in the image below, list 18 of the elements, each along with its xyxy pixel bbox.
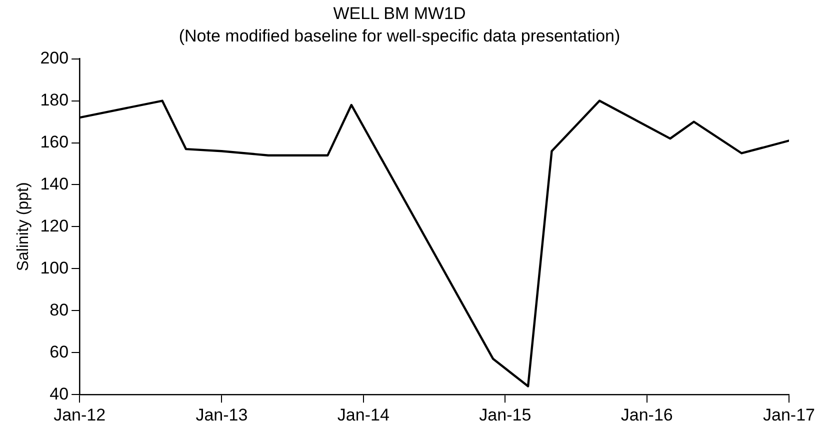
y-axis-title: Salinity (ppt): [15, 182, 32, 272]
y-tick-label: 140: [40, 174, 69, 194]
y-tick-label: 180: [40, 90, 69, 110]
y-tick-label: 40: [50, 384, 69, 404]
x-tick-label: Jan-12: [54, 405, 106, 424]
chart-subtitle: (Note modified baseline for well-specific data presentation): [178, 26, 620, 46]
x-tick-label: Jan-13: [196, 405, 248, 424]
y-tick-label: 160: [40, 132, 69, 152]
y-tick-label: 100: [40, 258, 69, 278]
x-tick-label: Jan-14: [337, 405, 390, 424]
x-tick-label: Jan-15: [479, 405, 532, 424]
chart-title: WELL BM MW1D: [333, 4, 466, 23]
x-tick-label: Jan-17: [763, 405, 815, 424]
y-tick-label: 80: [50, 300, 69, 320]
y-tick-label: 60: [50, 342, 69, 362]
y-tick-label: 200: [40, 48, 69, 68]
x-tick-label: Jan-16: [620, 405, 673, 424]
y-tick-label: 120: [40, 216, 69, 236]
